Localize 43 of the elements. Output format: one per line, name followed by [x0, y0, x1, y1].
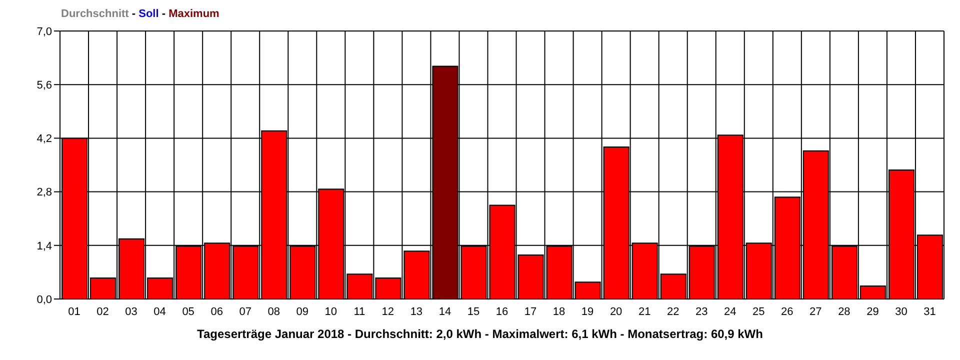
x-tick-label: 06 [210, 306, 223, 318]
x-tick-label: 05 [182, 306, 194, 318]
x-tick-label: 31 [924, 306, 936, 318]
x-tick-label: 19 [581, 306, 594, 318]
x-tick-label: 23 [695, 306, 708, 318]
x-tick-label: 02 [96, 306, 109, 318]
x-tick-label: 10 [324, 306, 338, 318]
text: Tageserträge Januar 2018 - Durchschnitt: 2,0 kWh - Maximalwert: 6,1 kWh - Monatsertrag: 60,9 kWh [196, 327, 764, 341]
y-tick-label: 5,6 [36, 80, 52, 92]
x-tick-label: 11 [354, 306, 366, 318]
x-tick-label: 09 [296, 306, 309, 318]
text: Soll [138, 8, 159, 20]
x-tick-label: 08 [268, 306, 280, 318]
x-tick-label: 26 [781, 306, 794, 318]
x-tick-label: 03 [125, 306, 138, 318]
text: - [160, 8, 167, 20]
x-tick-label: 30 [895, 306, 908, 318]
x-tick-label: 12 [382, 306, 394, 318]
x-tick-label: 21 [638, 306, 651, 318]
x-tick-label: 27 [810, 306, 822, 318]
x-tick-label: 01 [68, 306, 80, 318]
x-tick-label: 25 [752, 306, 765, 318]
x-tick-label: 18 [552, 306, 566, 318]
y-tick-label: 4,2 [36, 133, 52, 146]
x-tick-label: 29 [866, 306, 879, 318]
x-tick-label: 24 [724, 306, 736, 318]
y-tick-label: 7,0 [36, 26, 52, 38]
y-tick-label: 2,8 [36, 186, 52, 199]
x-tick-label: 28 [838, 306, 850, 318]
x-tick-label: 15 [467, 306, 480, 318]
x-tick-label: 16 [496, 306, 508, 318]
text: Durchschnitt [61, 8, 129, 20]
x-tick-label: 14 [438, 306, 452, 318]
text: Maximum [168, 8, 220, 20]
x-tick-label: 22 [666, 306, 680, 318]
x-tick-label: 13 [410, 306, 423, 318]
x-tick-label: 17 [524, 306, 537, 318]
y-tick-label: 0,0 [36, 294, 52, 306]
x-tick-label: 20 [610, 306, 622, 318]
x-tick-label: 04 [154, 306, 166, 318]
y-tick-label: 1,4 [36, 240, 52, 252]
text: - [130, 8, 137, 20]
x-tick-label: 07 [239, 306, 252, 318]
